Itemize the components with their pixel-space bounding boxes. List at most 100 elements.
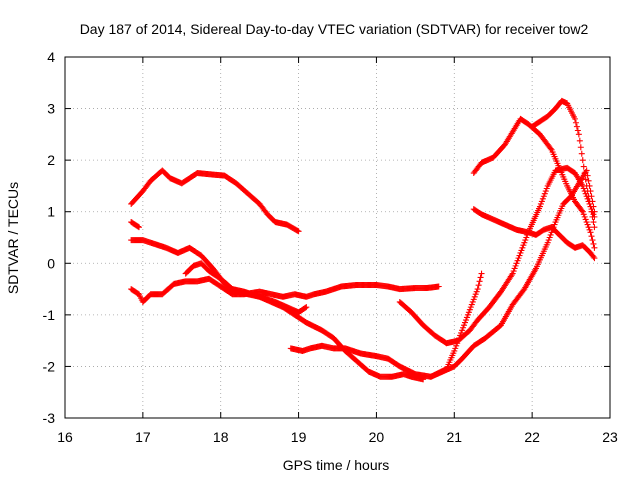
data-point [572,119,579,126]
data-point [589,237,596,244]
data-point [538,198,545,205]
data-point [512,262,519,269]
data-point [582,216,589,223]
data-point [521,239,528,246]
data-point [454,340,461,347]
data-point [579,157,586,164]
data-series [470,115,598,251]
data-point [590,219,597,226]
data-point [302,304,309,311]
data-point [588,206,595,213]
data-point [583,219,590,226]
x-tick-label: 17 [135,429,151,445]
data-point [581,170,588,177]
data-point [475,282,482,289]
data-point [513,260,520,267]
data-point [469,298,476,305]
data-point [537,200,544,207]
y-tick-labels: -3 -2 -1 0 1 2 3 4 [43,49,56,426]
data-point [591,224,598,231]
data-point [585,193,592,200]
data-point [514,257,521,264]
data-point [586,198,593,205]
data-point [590,211,597,218]
data-point [453,342,460,349]
data-point [571,115,578,122]
data-point [295,228,302,235]
data-point [466,306,473,313]
data-point [455,337,462,344]
x-tick-label: 21 [446,429,462,445]
data-point [576,137,583,144]
data-point [551,221,558,228]
data-point [591,255,598,262]
data-point [522,237,529,244]
data-series [529,97,598,220]
data-markers [128,97,598,383]
data-point [574,127,581,134]
data-point [459,327,466,334]
data-point [510,268,517,275]
x-axis-label: GPS time / hours [283,457,390,473]
data-point [581,213,588,220]
data-point [468,301,475,308]
data-point [545,237,552,244]
data-series [128,219,142,231]
data-point [509,270,516,277]
data-point [543,185,550,192]
x-tick-label: 22 [524,429,540,445]
data-point [587,229,594,236]
x-tick-label: 23 [602,429,618,445]
data-point [456,335,463,342]
data-series [470,206,598,262]
data-point [578,207,585,214]
data-point [590,253,597,260]
data-point [586,226,593,233]
grid [65,57,610,418]
data-point [435,283,442,290]
data-point [472,291,479,298]
data-series [427,270,485,380]
data-point [476,278,483,285]
y-axis-label: SDTVAR / TECUs [5,182,21,294]
data-point [452,345,459,352]
data-point [546,234,553,241]
data-point [590,240,597,247]
data-point [573,123,580,130]
data-point [465,309,472,316]
data-point [511,265,518,272]
data-point [451,347,458,354]
data-point [474,286,481,293]
data-point [591,244,598,251]
data-point [575,131,582,138]
plot-frame [64,56,611,419]
data-point [584,221,591,228]
data-point [523,234,530,241]
data-point [542,188,549,195]
data-point [547,231,554,238]
data-point [457,332,464,339]
data-point [135,224,142,231]
data-point [579,208,586,215]
data-point [589,208,596,215]
x-tick-labels: 16 17 18 19 20 21 22 23 [57,429,618,445]
data-point [470,296,477,303]
y-tick-label: -2 [43,358,56,374]
data-point [588,233,595,240]
data-point [473,288,480,295]
data-series [128,237,427,383]
data-point [517,249,524,256]
y-tick-label: 1 [47,204,55,220]
data-point [467,304,474,311]
data-point [303,304,310,311]
data-point [463,314,470,321]
data-point [541,190,548,197]
chart-title: Day 187 of 2014, Sidereal Day-to-day VTE… [80,21,589,37]
data-point [519,244,526,251]
data-point [580,163,587,170]
data-point [580,211,587,218]
y-tick-label: -3 [43,410,56,426]
data-point [577,144,584,151]
data-point [539,195,546,202]
